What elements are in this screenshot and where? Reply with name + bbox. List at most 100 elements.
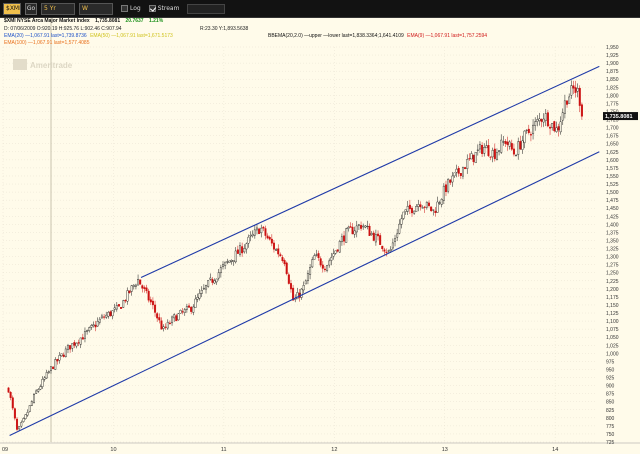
range-info: R:23.30 Y:1,893.5638 — [200, 26, 249, 32]
candle-body — [103, 316, 106, 318]
candle-body — [171, 316, 174, 324]
stream-checkbox[interactable] — [148, 5, 156, 12]
y-tick-label: 1,500 — [606, 190, 619, 196]
candle-body — [478, 144, 481, 150]
candle-body — [421, 207, 424, 209]
candle-body — [285, 262, 288, 274]
y-tick-label: 1,600 — [606, 158, 619, 164]
candle-body — [546, 112, 549, 127]
chart-area[interactable]: Ameritrade $XMI NYSE Arca Major Market I… — [0, 18, 640, 454]
candle-body — [553, 121, 556, 132]
candle-body — [52, 366, 55, 370]
candle-body — [120, 307, 123, 309]
candle-body — [202, 287, 205, 290]
svg-text:D: 07/06/2009 O:920.19 H:925.7: D: 07/06/2009 O:920.19 H:925.76 L:902.46… — [4, 26, 122, 32]
candle-body — [283, 260, 286, 265]
candle-body — [90, 325, 93, 328]
y-tick-label: 1,325 — [606, 247, 619, 253]
candle-body — [137, 279, 140, 286]
log-checkbox[interactable] — [121, 5, 128, 12]
y-tick-label: 825 — [606, 408, 615, 414]
price-chart[interactable]: Ameritrade $XMI NYSE Arca Major Market I… — [0, 18, 640, 454]
x-tick-label: 13 — [442, 447, 448, 453]
candle-body — [351, 226, 354, 235]
x-tick-label: 14 — [552, 447, 558, 453]
candle-body — [94, 324, 97, 328]
candle-body — [37, 389, 40, 392]
y-tick-label: 1,000 — [606, 351, 619, 357]
interval-select[interactable]: W — [79, 2, 113, 15]
symbol-input[interactable]: $XMI — [3, 2, 21, 15]
candle-body — [173, 314, 176, 319]
candle-body — [168, 322, 171, 324]
candle-body — [427, 202, 430, 206]
candle-body — [349, 226, 352, 228]
ema100-legend: EMA(100) —1,067.91 last=1,577.4085 — [4, 40, 90, 46]
candle-body — [194, 298, 197, 308]
y-tick-label: 1,200 — [606, 287, 619, 293]
candle-body — [576, 88, 579, 92]
ema20-legend: EMA(20) —1,067.91 last=1,739.8736 — [4, 33, 87, 39]
candle-body — [30, 401, 33, 406]
candle-body — [128, 290, 131, 293]
candle-body — [379, 235, 382, 245]
candle-body — [105, 314, 108, 318]
candle-body — [330, 257, 333, 261]
candle-body — [54, 359, 57, 370]
candle-body — [83, 331, 86, 339]
candle-body — [447, 178, 450, 192]
candle-body — [529, 134, 532, 136]
candle-body — [544, 113, 547, 121]
candle-body — [141, 285, 144, 289]
candle-body — [11, 397, 14, 409]
candle-body — [519, 141, 522, 150]
candle-body — [521, 140, 524, 150]
candle-body — [9, 391, 12, 398]
log-label: Log — [130, 5, 141, 12]
candle-body — [332, 253, 335, 257]
candle-body — [228, 260, 231, 263]
y-tick-label: 1,400 — [606, 222, 619, 228]
y-tick-label: 1,700 — [606, 126, 619, 132]
stream-toggle[interactable]: Stream — [148, 5, 179, 12]
candle-body — [483, 147, 486, 154]
candle-body — [360, 225, 363, 229]
y-tick-label: 1,650 — [606, 142, 619, 148]
candle-body — [323, 268, 326, 271]
candle-body — [175, 315, 178, 322]
candle-body — [566, 100, 569, 105]
y-tick-label: 900 — [606, 384, 615, 390]
candle-body — [124, 299, 127, 302]
candle-body — [536, 119, 539, 122]
candle-body — [432, 209, 435, 211]
pct-change: 1.21% — [149, 18, 164, 24]
candle-body — [532, 124, 535, 135]
candle-body — [362, 225, 365, 228]
candle-body — [13, 408, 16, 419]
disabled-button — [187, 3, 226, 14]
y-tick-label: 1,900 — [606, 61, 619, 67]
candle-body — [260, 227, 263, 234]
y-tick-label: 750 — [606, 432, 615, 438]
candle-body — [258, 228, 261, 235]
candle-body — [7, 387, 10, 393]
candle-body — [345, 228, 348, 243]
candle-body — [302, 285, 305, 291]
candle-body — [430, 206, 433, 212]
candle-body — [487, 144, 490, 156]
candle-body — [457, 167, 460, 174]
candle-body — [355, 225, 358, 233]
go-button[interactable]: Go — [25, 2, 37, 15]
candle-body — [56, 359, 59, 362]
range-select[interactable]: 5 Yr — [41, 2, 75, 15]
trend-channel[interactable] — [9, 65, 600, 437]
log-toggle[interactable]: Log — [121, 5, 141, 12]
candle-body — [43, 377, 46, 380]
candle-body — [493, 148, 496, 159]
candle-body — [570, 85, 573, 96]
candle-body — [100, 315, 103, 319]
candle-body — [417, 204, 420, 207]
y-tick-label: 1,675 — [606, 134, 619, 140]
candle-body — [277, 248, 280, 255]
svg-text:BBEMA(20,2.0) —upper —lower la: BBEMA(20,2.0) —upper —lower last=1,838.3… — [268, 33, 487, 39]
